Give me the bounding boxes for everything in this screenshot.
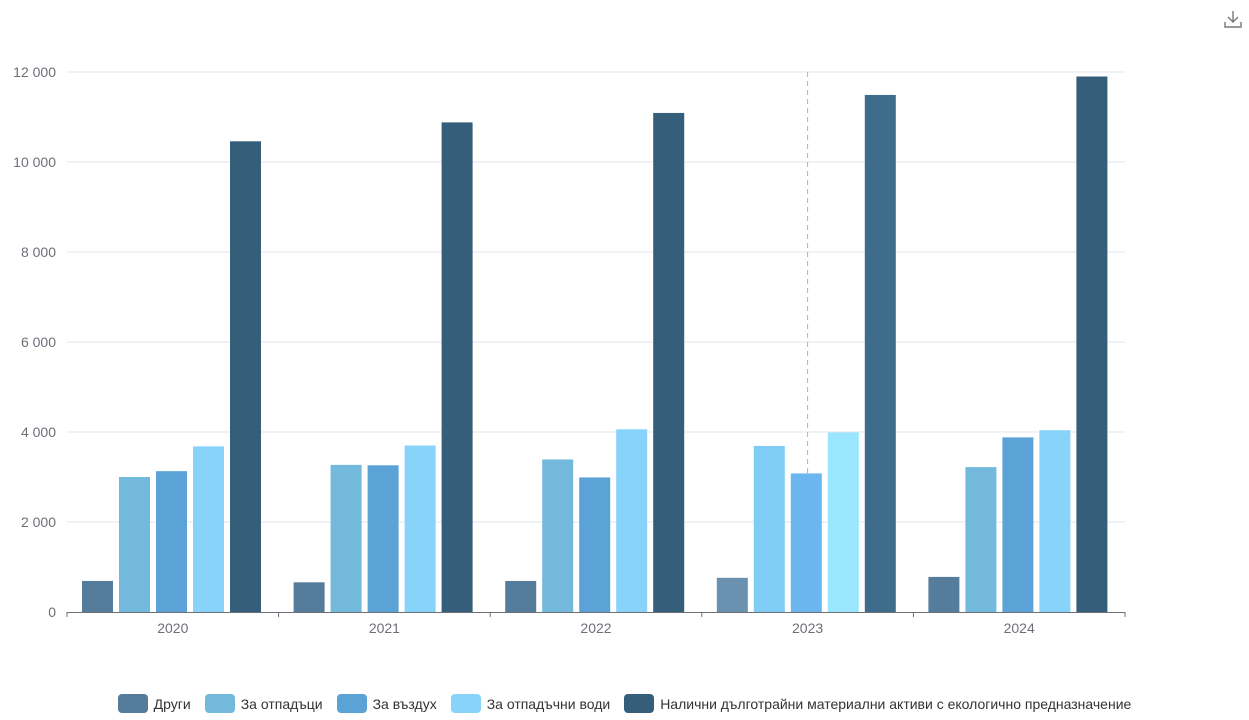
bar-2024-series-3[interactable] — [1039, 430, 1071, 612]
x-axis: 2020 2021 2022 2023 2024 — [66, 612, 1126, 636]
bars — [82, 76, 1108, 613]
grid-lines — [67, 71, 1125, 523]
bar-2022-series-3[interactable] — [616, 429, 648, 612]
legend-swatch — [450, 694, 481, 713]
bar-2021-series-3[interactable] — [404, 445, 436, 613]
bar-2024-series-2[interactable] — [1002, 437, 1034, 612]
bar-2022-series-2[interactable] — [579, 477, 611, 612]
bar-2020-series-3[interactable] — [193, 446, 224, 612]
y-tick-label: 6 000 — [21, 334, 56, 350]
bar-2024-series-0[interactable] — [928, 576, 960, 612]
legend-item[interactable]: Други — [117, 694, 191, 713]
y-tick-label: 10 000 — [13, 154, 56, 170]
x-tick-label: 2021 — [369, 620, 400, 636]
bar-2022-series-4[interactable] — [653, 112, 685, 612]
legend-label: Налични дълготрайни материални активи с … — [660, 695, 1132, 712]
bar-2023-series-2[interactable] — [790, 473, 822, 612]
x-tick-label: 2022 — [580, 620, 611, 636]
download-icon[interactable] — [1222, 8, 1244, 30]
bar-2024-series-4[interactable] — [1076, 76, 1108, 613]
legend-label: За отпадъчни води — [486, 695, 611, 712]
bar-2021-series-1[interactable] — [330, 464, 362, 612]
bar-2023-series-0[interactable] — [716, 577, 748, 612]
y-tick-label: 8 000 — [21, 244, 56, 260]
legend-item[interactable]: Налични дълготрайни материални активи с … — [624, 694, 1131, 713]
bar-2023-series-1[interactable] — [753, 445, 785, 612]
bar-2022-series-1[interactable] — [542, 459, 574, 612]
bar-2021-series-4[interactable] — [441, 122, 473, 613]
y-tick-label: 2 000 — [21, 514, 56, 530]
y-axis: 0 2 000 4 000 6 000 8 000 10 000 12 000 — [13, 64, 56, 620]
legend-label: Други — [153, 695, 191, 712]
y-tick-label: 4 000 — [21, 424, 56, 440]
x-tick-label: 2023 — [792, 620, 823, 636]
bar-2024-series-1[interactable] — [965, 467, 997, 612]
bar-2021-series-2[interactable] — [367, 465, 399, 612]
x-tick-label: 2020 — [157, 620, 188, 636]
legend-item[interactable]: За отпадъчни води — [450, 694, 611, 713]
x-tick-label: 2024 — [1004, 620, 1035, 636]
legend-item[interactable]: За отпадъци — [204, 694, 323, 713]
bar-2022-series-0[interactable] — [505, 580, 537, 612]
legend-swatch — [336, 694, 367, 713]
bar-2020-series-4[interactable] — [230, 141, 261, 613]
bar-2020-series-2[interactable] — [156, 471, 187, 612]
legend-swatch — [117, 694, 148, 713]
bar-2021-series-0[interactable] — [293, 582, 325, 612]
legend-label: За въздух — [372, 695, 437, 712]
legend-item[interactable]: За въздух — [336, 694, 437, 713]
y-tick-label: 12 000 — [13, 64, 56, 80]
legend-swatch — [204, 694, 235, 713]
legend-swatch — [624, 694, 655, 713]
bar-2023-series-3[interactable] — [827, 432, 859, 612]
y-tick-label: 0 — [48, 604, 56, 620]
legend-label: За отпадъци — [240, 695, 323, 712]
bar-2020-series-1[interactable] — [119, 477, 150, 612]
bar-2023-series-4[interactable] — [864, 94, 896, 612]
bar-2020-series-0[interactable] — [82, 580, 113, 612]
legend: Други За отпадъци За въздух За отпадъчни во… — [0, 694, 1249, 713]
